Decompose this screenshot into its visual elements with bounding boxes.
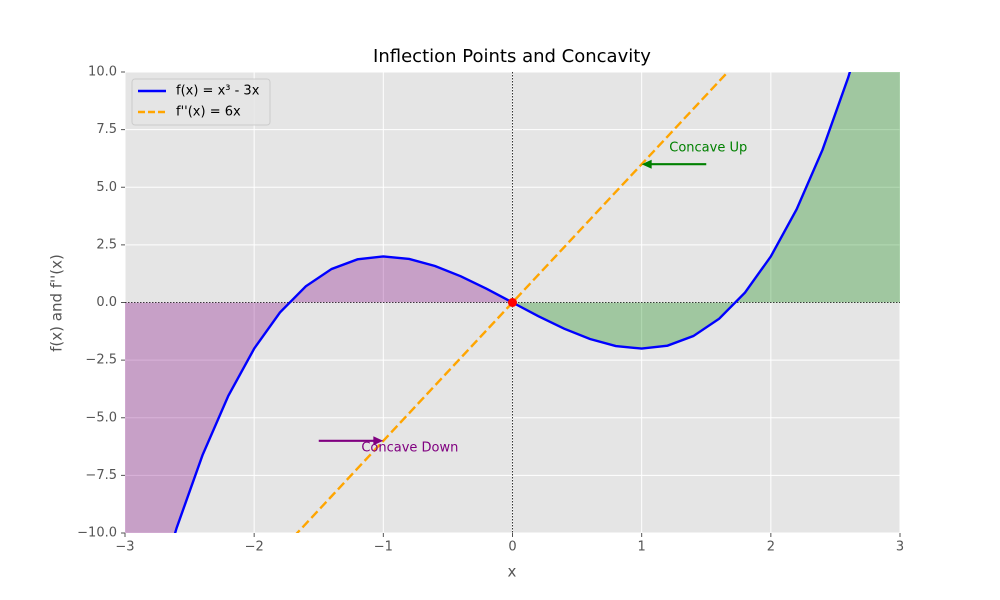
y-tick-label: −5.0 bbox=[85, 410, 117, 425]
y-tick-label: −2.5 bbox=[85, 353, 117, 368]
annotation-arrowhead bbox=[641, 159, 652, 169]
x-tick-label: 1 bbox=[638, 540, 646, 555]
annotation-text: Concave Up bbox=[669, 141, 747, 156]
concavity-fill bbox=[125, 256, 513, 533]
x-tick-label: −2 bbox=[245, 540, 264, 555]
legend-box bbox=[131, 78, 271, 126]
y-tick-label: 5.0 bbox=[96, 180, 117, 195]
y-tick-label: −7.5 bbox=[85, 468, 117, 483]
legend-label: f(x) = x³ - 3x bbox=[176, 84, 260, 99]
y-tick-label: −10.0 bbox=[77, 526, 117, 541]
x-tick-label: −1 bbox=[374, 540, 393, 555]
y-tick-label: 7.5 bbox=[96, 122, 117, 137]
annotation-text: Concave Down bbox=[361, 440, 458, 455]
y-axis-label: f(x) and f''(x) bbox=[48, 254, 66, 352]
inflection-point bbox=[508, 298, 517, 307]
concavity-fill bbox=[512, 72, 900, 349]
annotation-arrowhead bbox=[373, 436, 384, 446]
legend-label: f''(x) = 6x bbox=[176, 105, 241, 120]
x-tick-label: 3 bbox=[896, 540, 904, 555]
x-axis-label: x bbox=[508, 563, 517, 581]
x-tick-label: 0 bbox=[508, 540, 516, 555]
y-tick-label: 10.0 bbox=[88, 65, 117, 80]
y-tick-label: 2.5 bbox=[96, 237, 117, 252]
chart-title: Inflection Points and Concavity bbox=[373, 46, 651, 67]
y-tick-label: 0.0 bbox=[96, 295, 117, 310]
x-tick-label: 2 bbox=[767, 540, 775, 555]
x-tick-label: −3 bbox=[115, 540, 134, 555]
